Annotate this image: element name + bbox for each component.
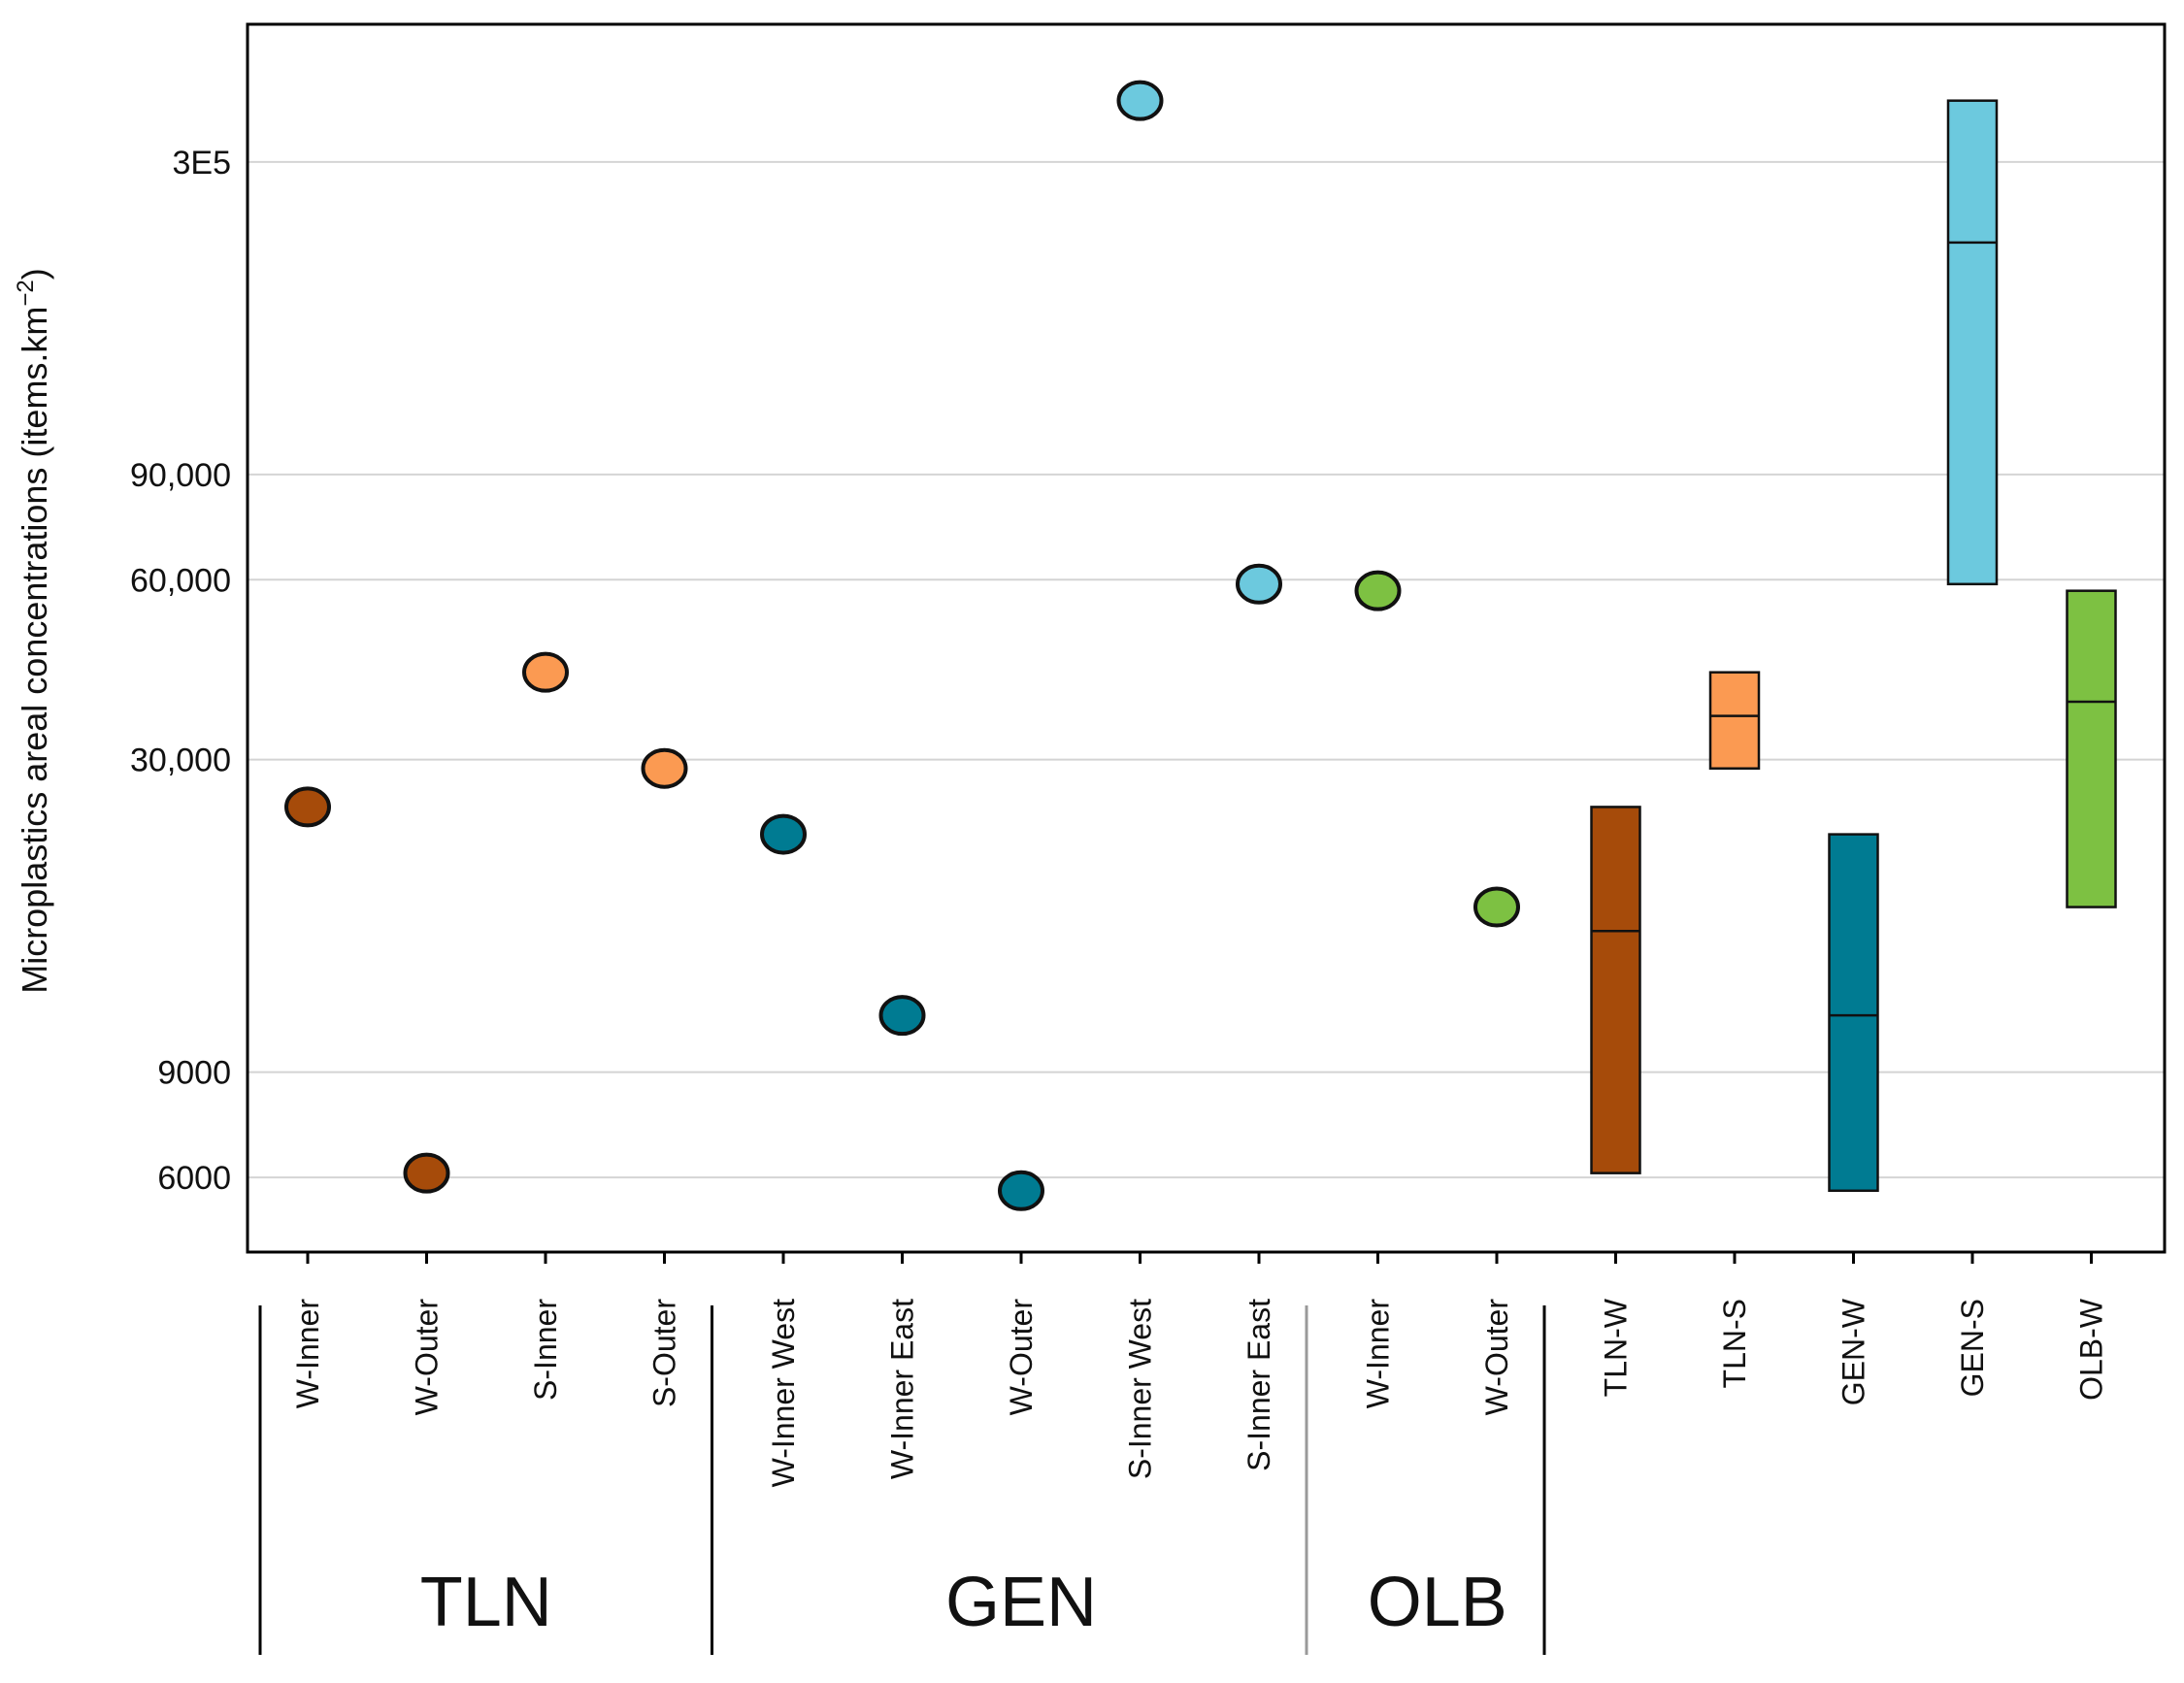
point-tln-s-inner [522,651,569,693]
x-category-label: W-Inner West [766,1299,801,1488]
group-label-olb: OLB [1368,1564,1507,1641]
box-tln-w [1590,806,1641,1174]
x-category-label: W-Inner East [885,1299,920,1479]
point-gen-s-inner-east [1236,563,1282,605]
point-tln-w-inner [284,786,331,828]
box-gen-w [1828,833,1879,1193]
category-labels: W-Inner W-Outer S-Inner S-Outer W-Inner West… [290,1298,2109,1487]
y-tick-label: 30,000 [130,742,231,779]
x-category-label: GEN-W [1837,1298,1871,1405]
x-category-label: TLN-S [1717,1299,1752,1388]
y-tick-label: 6000 [157,1160,231,1197]
x-category-label: W-Outer [1004,1299,1039,1416]
x-category-label: S-Inner West [1123,1299,1158,1479]
group-separators [258,1305,1546,1655]
point-tln-w-outer [403,1152,450,1194]
point-gen-w-inner-east [878,995,926,1037]
box-olb-w [2066,589,2117,908]
point-tln-s-outer [641,747,688,789]
x-category-label: W-Outer [1479,1299,1514,1416]
x-category-label: S-Inner [528,1299,563,1401]
x-category-label: W-Inner [290,1299,325,1409]
y-tick-label: 90,000 [130,457,231,494]
box-tln-s [1708,671,1761,770]
plot-area-frame [246,22,2167,1254]
group-label-tln: TLN [420,1564,552,1641]
y-tick-label: 9000 [157,1055,231,1092]
point-series [284,80,1520,1211]
x-category-label: GEN-S [1955,1299,1990,1397]
box-gen-s [1946,99,1999,586]
x-category-label: OLB-W [2074,1298,2109,1401]
y-tick-label: 3E5 [173,145,232,182]
y-tick-label: 60,000 [130,562,231,599]
x-category-label: TLN-W [1599,1298,1634,1397]
y-axis-ticks: 6000 9000 30,000 60,000 90,000 3E5 [130,145,231,1197]
point-olb-w-outer [1473,886,1520,928]
x-category-label: W-Outer [410,1299,445,1416]
point-gen-w-outer [998,1170,1044,1211]
x-category-label: S-Outer [647,1299,682,1407]
point-gen-w-inner-west [760,813,807,855]
x-category-label: W-Inner [1361,1299,1396,1409]
group-label-gen: GEN [945,1564,1097,1641]
box-series [1590,99,2117,1193]
point-olb-w-inner [1354,570,1402,611]
x-category-label: S-Inner East [1241,1299,1276,1471]
group-labels: TLN GEN OLB [420,1564,1507,1641]
point-gen-s-inner-west [1116,80,1164,121]
y-axis-title: Microplastics areal concentrations (item… [13,268,54,994]
x-axis-ticks [306,1252,2093,1264]
